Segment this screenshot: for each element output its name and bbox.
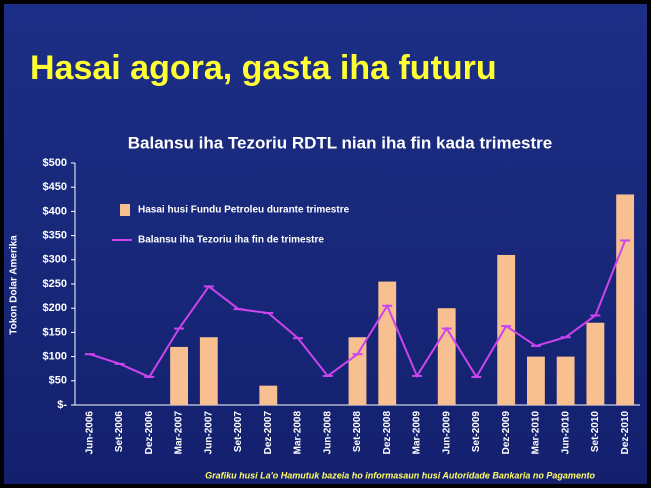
x-tick-label: Set-2009 xyxy=(471,411,482,453)
bar xyxy=(378,281,397,405)
y-tick-label: $- xyxy=(57,399,67,411)
y-tick-label: $100 xyxy=(43,351,67,363)
y-tick-label: $500 xyxy=(43,157,67,169)
x-tick-label: Jun-2010 xyxy=(560,411,571,455)
legend-swatch xyxy=(120,204,130,216)
x-tick-label: Jun-2007 xyxy=(203,411,214,455)
x-tick-label: Jun-2009 xyxy=(441,411,452,455)
bar xyxy=(259,385,278,405)
bar xyxy=(497,254,516,405)
x-tick-label: Dez-2008 xyxy=(382,411,393,455)
x-tick-label: Jun-2006 xyxy=(85,411,96,455)
bar xyxy=(556,356,575,405)
bar xyxy=(348,337,367,405)
x-tick-label: Set-2007 xyxy=(233,411,244,453)
x-tick-label: Dez-2007 xyxy=(263,411,274,455)
bar xyxy=(199,337,218,405)
slide-title: Hasai agora, gasta iha futuru xyxy=(30,49,497,87)
y-tick-label: $250 xyxy=(43,278,67,290)
x-tick-label: Jun-2008 xyxy=(322,411,333,455)
legend-label: Balansu iha Tezoriu iha fin de trimestre xyxy=(138,235,324,246)
y-tick-label: $350 xyxy=(43,230,67,242)
x-tick-label: Dez-2009 xyxy=(501,411,512,455)
source-note: Grafiku husi La'o Hamutuk bazeia ho info… xyxy=(205,470,595,480)
x-tick-label: Mar-2008 xyxy=(293,411,304,455)
y-tick-label: $150 xyxy=(43,326,67,338)
x-tick-label: Dez-2006 xyxy=(144,411,155,455)
x-tick-label: Set-2010 xyxy=(590,411,601,453)
bar xyxy=(527,356,545,405)
x-tick-label: Set-2008 xyxy=(352,411,363,453)
x-tick-label: Dez-2010 xyxy=(620,411,631,455)
y-tick-label: $400 xyxy=(43,205,67,217)
legend-label: Hasai husi Fundu Petroleu durante trimes… xyxy=(138,205,350,216)
x-tick-label: Set-2006 xyxy=(114,411,125,453)
y-tick-label: $450 xyxy=(43,181,67,193)
y-tick-label: $50 xyxy=(49,375,67,387)
y-tick-label: $300 xyxy=(43,254,67,266)
bar xyxy=(586,322,605,405)
y-axis-label: Tokon Dolar Amerika xyxy=(9,235,20,335)
x-tick-label: Mar-2007 xyxy=(174,411,185,455)
y-tick-label: $200 xyxy=(43,302,67,314)
bar xyxy=(616,194,635,405)
chart-title: Balansu iha Tezoriu RDTL nian iha fin ka… xyxy=(128,133,552,152)
x-tick-label: Mar-2010 xyxy=(531,411,542,455)
x-tick-label: Mar-2009 xyxy=(412,411,423,455)
bar xyxy=(170,346,188,405)
bar xyxy=(437,308,456,405)
